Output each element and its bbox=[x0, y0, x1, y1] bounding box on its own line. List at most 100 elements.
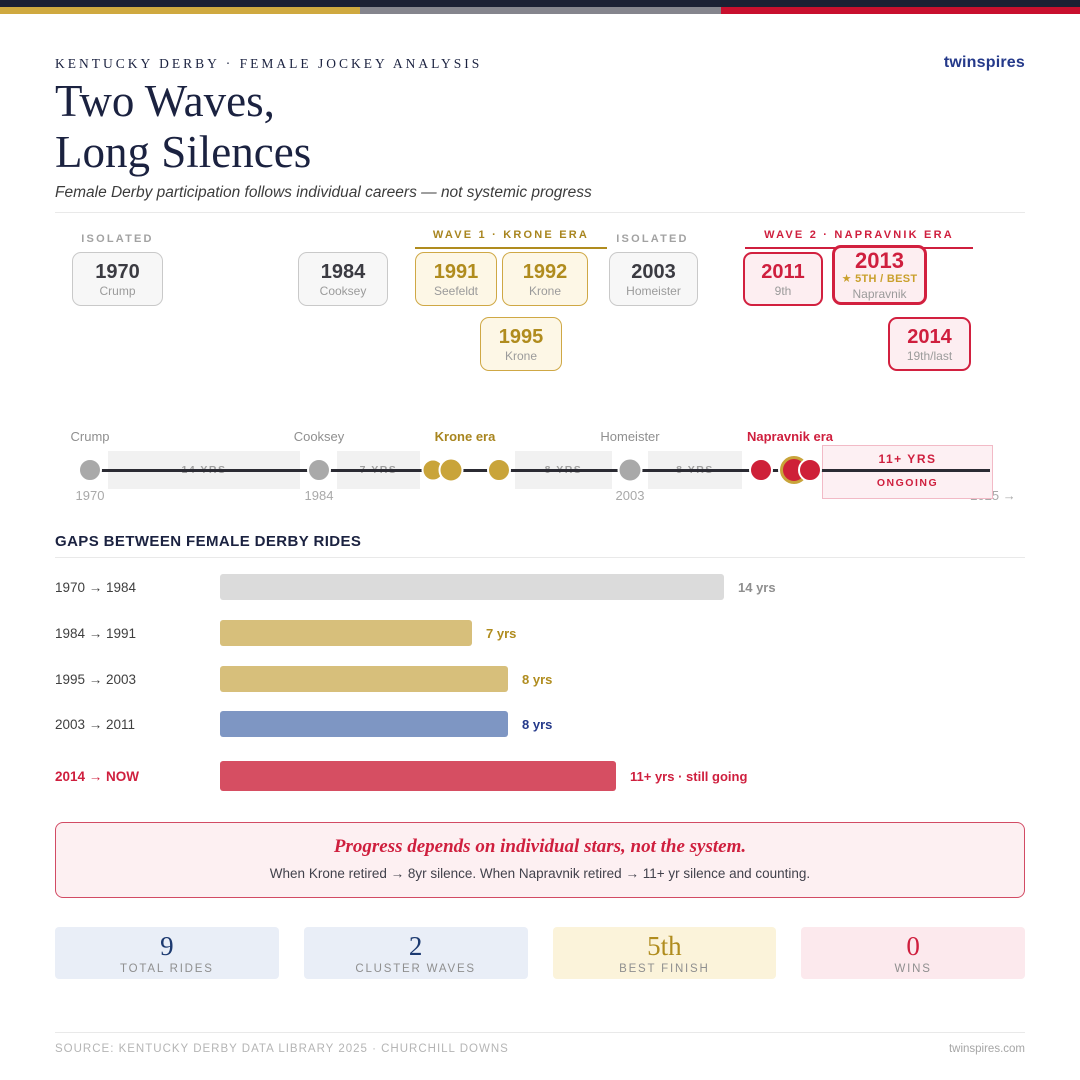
timeline-year-1970: 1970 bbox=[75, 488, 105, 503]
ride-finish: 9th bbox=[774, 283, 792, 298]
gaps-heading-divider bbox=[55, 557, 1025, 558]
gap-range-label: 1984 → 1991 bbox=[55, 625, 137, 641]
ride-clusters-section: ISOLATED WAVE 1 · KRONE ERA ISOLATED WAV… bbox=[55, 225, 1025, 410]
accent-stripe-red bbox=[721, 7, 1080, 14]
timeline-axis-line bbox=[90, 469, 990, 472]
ride-card-2013: 2013 ★ 5TH / BEST Napravnik bbox=[832, 245, 927, 305]
ride-card-2011: 2011 9th bbox=[743, 252, 823, 306]
timeline-label-krone-era: Krone era bbox=[434, 429, 496, 444]
timeline-label-napravnik-era: Napravnik era bbox=[747, 429, 833, 444]
ride-jockey: Crump bbox=[99, 283, 136, 298]
ride-year: 2003 bbox=[631, 260, 676, 283]
timeline-year-1984: 1984 bbox=[304, 488, 334, 503]
ride-jockey: Krone bbox=[504, 348, 538, 363]
gap-value-label: 8 yrs bbox=[522, 671, 553, 687]
ride-jockey: Seefeldt bbox=[433, 283, 479, 298]
callout-headline: Progress depends on individual stars, no… bbox=[333, 836, 747, 857]
title-line-1: Two Waves, bbox=[55, 76, 275, 126]
header-divider bbox=[55, 212, 1025, 213]
stat-value: 5th bbox=[647, 931, 682, 961]
stat-label: CLUSTER WAVES bbox=[355, 963, 476, 975]
ride-card-1970: 1970 Crump bbox=[72, 252, 163, 306]
wave1-label: WAVE 1 · KRONE ERA bbox=[415, 229, 607, 249]
page-title: Two Waves, Long Silences bbox=[55, 76, 311, 178]
gap-value-label: 7 yrs bbox=[486, 625, 517, 641]
ongoing-years-label: 11+ YRS bbox=[878, 452, 937, 466]
isolated-label-1: ISOLATED bbox=[81, 233, 154, 245]
stat-label: WINS bbox=[894, 963, 932, 975]
timeline-section: 14 YRS 7 YRS 8 YRS 8 YRS 11+ YRS ONGOING… bbox=[55, 425, 1025, 510]
stat-card-total-rides: 9 TOTAL RIDES bbox=[55, 927, 279, 979]
brand-logo: twinspires bbox=[943, 54, 1025, 71]
isolated-label-2: ISOLATED bbox=[616, 233, 689, 245]
title-line-2: Long Silences bbox=[55, 127, 312, 177]
ride-year: 1995 bbox=[498, 325, 544, 348]
gap-value-label: 11+ yrs · still going bbox=[630, 768, 748, 784]
source-credit: SOURCE: KENTUCKY DERBY DATA LIBRARY 2025… bbox=[55, 1043, 509, 1055]
ride-jockey: Homeister bbox=[626, 283, 681, 298]
gap-chart-row: 1984 → 1991 7 yrs bbox=[55, 620, 1025, 646]
ride-year: 2011 bbox=[761, 260, 805, 283]
gap-bar bbox=[220, 666, 508, 692]
timeline-dot-2014 bbox=[798, 458, 822, 482]
timeline-label-homeister: Homeister bbox=[600, 429, 660, 444]
timeline-dot-1995 bbox=[487, 458, 511, 482]
ongoing-status-label: ONGOING bbox=[876, 477, 939, 489]
best-finish-badge: ★ 5TH / BEST bbox=[841, 273, 918, 285]
timeline-dot-1992 bbox=[438, 457, 464, 483]
ride-year: 2013 bbox=[855, 248, 904, 273]
ride-card-1995: 1995 Krone bbox=[480, 317, 562, 371]
ride-year: 1970 bbox=[95, 260, 140, 283]
timeline-label-cooksey: Cooksey bbox=[293, 429, 345, 444]
footer-site-link: twinspires.com bbox=[948, 1043, 1025, 1055]
callout-body: When Krone retired → 8yr silence. When N… bbox=[269, 866, 811, 881]
stat-label: TOTAL RIDES bbox=[120, 963, 214, 975]
stat-value: 9 bbox=[160, 931, 174, 961]
ride-card-2003: 2003 Homeister bbox=[609, 252, 698, 306]
ride-jockey: Napravnik bbox=[852, 287, 907, 301]
ongoing-gap-box: 11+ YRS ONGOING bbox=[822, 445, 993, 499]
gap-chart-row: 1995 → 2003 8 yrs bbox=[55, 666, 1025, 692]
gap-chart-row: 1970 → 1984 14 yrs bbox=[55, 574, 1025, 600]
stat-card-wins: 0 WINS bbox=[801, 927, 1025, 979]
ride-year: 1984 bbox=[320, 260, 366, 283]
ride-jockey: Krone bbox=[528, 283, 562, 298]
gap-range-label: 1970 → 1984 bbox=[55, 579, 137, 595]
gaps-chart-title: GAPS BETWEEN FEMALE DERBY RIDES bbox=[55, 533, 362, 550]
ride-card-1992: 1992 Krone bbox=[502, 252, 588, 306]
stats-row: 9 TOTAL RIDES 2 CLUSTER WAVES 5th BEST F… bbox=[55, 927, 1025, 979]
footer-divider bbox=[55, 1032, 1025, 1033]
stat-card-cluster-waves: 2 CLUSTER WAVES bbox=[303, 927, 528, 979]
gap-value-label: 14 yrs bbox=[738, 579, 776, 595]
gap-bar bbox=[220, 711, 508, 737]
gap-chart-row: 2003 → 2011 8 yrs bbox=[55, 711, 1025, 737]
ride-year: 1991 bbox=[433, 260, 479, 283]
top-navy-bar bbox=[0, 0, 1080, 7]
gap-bar bbox=[220, 620, 472, 646]
insight-callout: Progress depends on individual stars, no… bbox=[55, 822, 1025, 898]
timeline-year-2003: 2003 bbox=[615, 488, 645, 503]
gap-bar bbox=[220, 761, 616, 791]
ride-card-1991: 1991 Seefeldt bbox=[415, 252, 497, 306]
gap-chart-row-ongoing: 2014 → NOW 11+ yrs · still going bbox=[55, 761, 1025, 791]
stat-card-best-finish: 5th BEST FINISH bbox=[552, 927, 777, 979]
stat-value: 2 bbox=[408, 931, 423, 961]
accent-stripe-gold bbox=[0, 7, 360, 14]
gap-value-label: 8 yrs bbox=[522, 716, 553, 732]
gap-range-label: 2003 → 2011 bbox=[55, 716, 136, 732]
timeline-dot-2011 bbox=[749, 458, 773, 482]
stat-value: 0 bbox=[906, 931, 920, 961]
accent-stripe-gray bbox=[360, 7, 721, 14]
timeline-dot-2003 bbox=[617, 457, 643, 483]
timeline-dot-1984 bbox=[307, 458, 331, 482]
ride-jockey: Cooksey bbox=[319, 283, 367, 298]
gap-bar bbox=[220, 574, 724, 600]
ride-card-2014: 2014 19th/last bbox=[888, 317, 971, 371]
page-subtitle: Female Derby participation follows indiv… bbox=[55, 184, 592, 201]
timeline-dot-1970 bbox=[78, 458, 102, 482]
eyebrow-label: KENTUCKY DERBY · FEMALE JOCKEY ANALYSIS bbox=[55, 56, 483, 71]
stat-label: BEST FINISH bbox=[619, 963, 710, 975]
gap-range-label: 2014 → NOW bbox=[55, 768, 140, 784]
ride-finish: 19th/last bbox=[906, 348, 953, 363]
